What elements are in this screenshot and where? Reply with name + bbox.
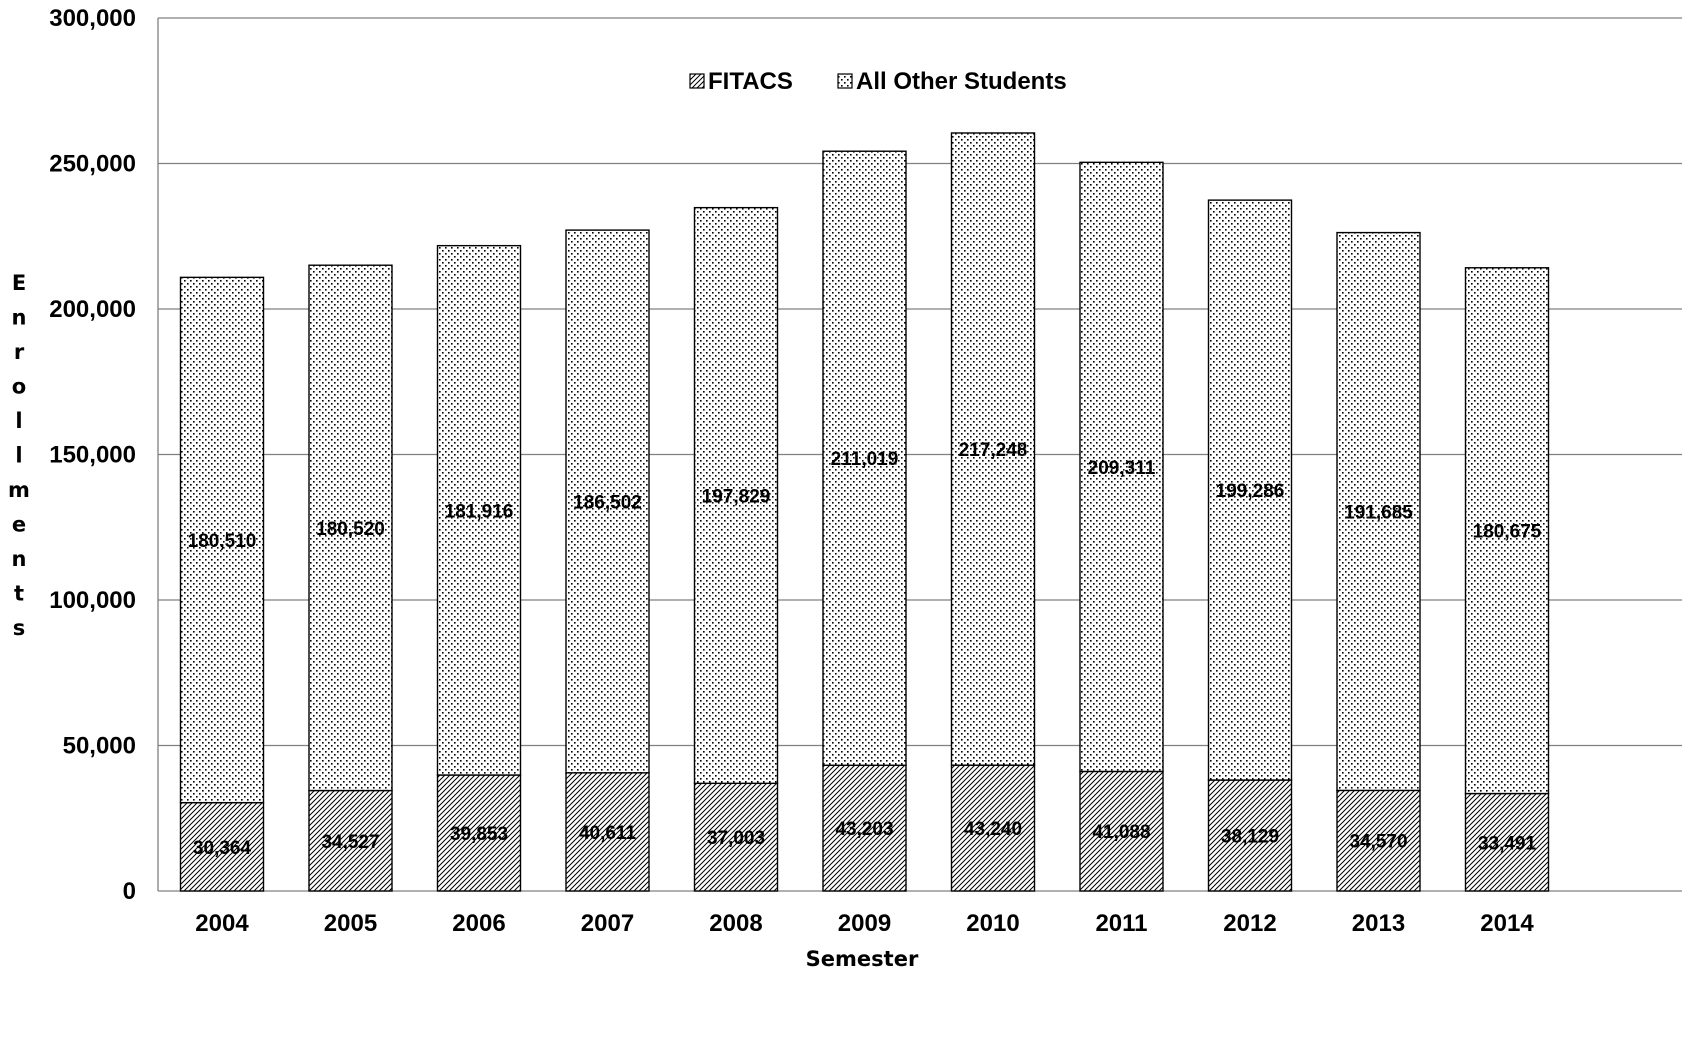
data-label-all-other-students: 180,675: [1473, 522, 1542, 543]
legend-label-other: All Other Students: [856, 68, 1067, 95]
bar-all-other-students: [436, 244, 522, 776]
data-label-fitacs: 33,491: [1478, 833, 1537, 854]
y-axis-title-letter: o: [12, 375, 26, 399]
bar-all-other-students: [565, 229, 650, 774]
y-axis-title-letter: e: [12, 513, 26, 537]
data-label-all-other-students: 197,829: [702, 486, 771, 507]
bar-all-other-students: [1336, 231, 1421, 792]
data-label-fitacs: 40,611: [579, 823, 636, 844]
bar-all-other-students: [179, 276, 265, 804]
bar-fitacs: [308, 789, 393, 892]
gridlines: [157, 17, 1682, 892]
y-axis-title-letter: t: [14, 582, 24, 606]
y-axis-title-letter: m: [8, 478, 30, 502]
data-label-fitacs: 43,203: [835, 819, 893, 840]
y-axis-title-letter: l: [15, 409, 22, 433]
data-labels: 30,364 180,510 34,527 180,520 39,853 181,916 4…: [188, 440, 1542, 859]
y-tick-label: 300,000: [49, 5, 136, 32]
data-label-all-other-students: 199,286: [1216, 481, 1285, 502]
bar-all-other-students: [1079, 161, 1164, 773]
data-label-fitacs: 30,364: [193, 838, 252, 859]
x-tick-label: 2004: [195, 910, 249, 937]
data-label-all-other-students: 180,520: [316, 519, 385, 540]
bar-all-other-students: [1207, 199, 1293, 781]
legend-swatch-other: [837, 73, 853, 89]
data-label-fitacs: 41,088: [1092, 822, 1150, 843]
x-tick-label: 2010: [966, 910, 1019, 937]
data-label-fitacs: 37,003: [707, 828, 765, 849]
x-tick-label: 2007: [581, 910, 634, 937]
x-tick-label: 2012: [1223, 910, 1276, 937]
x-axis-ticks: 2004 2005 2006 2007 2008 2009 2010 2011 2012 2013…: [195, 910, 1534, 937]
data-label-fitacs: 39,853: [450, 824, 508, 845]
data-label-all-other-students: 191,685: [1344, 502, 1413, 523]
y-axis-title-letter: n: [12, 306, 27, 330]
data-label-all-other-students: 186,502: [573, 492, 642, 513]
data-label-all-other-students: 217,248: [959, 440, 1028, 461]
legend-swatch-fitacs: [689, 73, 705, 89]
legend-label-fitacs: FITACS: [708, 68, 793, 95]
x-tick-label: 2014: [1480, 910, 1534, 937]
y-axis-title-letter: r: [14, 340, 25, 364]
bar-fitacs: [1207, 779, 1293, 892]
x-tick-label: 2006: [452, 910, 505, 937]
y-tick-label: 250,000: [49, 151, 136, 178]
x-tick-label: 2013: [1352, 910, 1405, 937]
bar-all-other-students: [693, 206, 779, 785]
y-axis-title-letter: l: [15, 444, 22, 468]
data-label-all-other-students: 209,311: [1088, 458, 1156, 479]
x-tick-label: 2011: [1095, 910, 1147, 937]
bar-all-other-students: [950, 132, 1036, 766]
bars: [179, 132, 1550, 892]
y-tick-label: 100,000: [49, 587, 136, 614]
bar-fitacs: [950, 764, 1036, 892]
data-label-fitacs: 34,570: [1349, 832, 1407, 853]
bar-fitacs: [436, 774, 522, 892]
x-axis-title: Semester: [806, 947, 919, 971]
y-tick-label: 200,000: [49, 296, 136, 323]
bar-all-other-students: [822, 150, 907, 766]
y-tick-label: 0: [123, 878, 136, 905]
y-axis-title-letter: s: [13, 616, 26, 640]
bar-all-other-students: [308, 264, 393, 792]
y-axis-ticks: 0 50,000 100,000 150,000 200,000 250,000 300,0…: [49, 5, 136, 905]
data-label-fitacs: 38,129: [1221, 827, 1279, 848]
x-tick-label: 2005: [324, 910, 377, 937]
data-label-fitacs: 34,527: [321, 832, 379, 853]
bar-all-other-students: [1464, 267, 1550, 795]
y-axis-title-letter: n: [12, 547, 27, 571]
data-label-all-other-students: 181,916: [445, 501, 514, 522]
bar-fitacs: [822, 764, 907, 892]
x-tick-label: 2009: [838, 910, 891, 937]
data-label-all-other-students: 180,510: [188, 531, 257, 552]
data-label-fitacs: 43,240: [964, 819, 1022, 840]
data-label-all-other-students: 211,019: [831, 449, 899, 470]
x-tick-label: 2008: [709, 910, 762, 937]
bar-fitacs: [693, 782, 779, 892]
y-axis-title-letter: E: [12, 271, 26, 295]
y-tick-label: 150,000: [49, 442, 136, 469]
bar-fitacs: [1464, 792, 1550, 892]
legend: FITACS All Other Students: [689, 68, 1067, 95]
y-tick-label: 50,000: [63, 733, 136, 760]
bar-fitacs: [1336, 789, 1421, 892]
bar-fitacs: [179, 801, 265, 892]
